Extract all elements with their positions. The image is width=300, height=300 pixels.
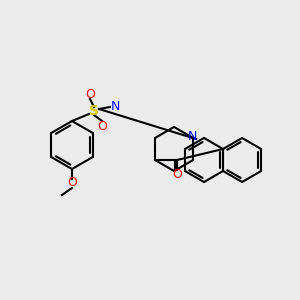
Text: N: N (188, 130, 197, 143)
Text: O: O (85, 88, 95, 100)
Text: O: O (97, 119, 107, 133)
Text: O: O (67, 176, 77, 190)
Text: O: O (172, 167, 182, 181)
Text: N: N (110, 100, 120, 113)
Text: S: S (89, 104, 99, 118)
